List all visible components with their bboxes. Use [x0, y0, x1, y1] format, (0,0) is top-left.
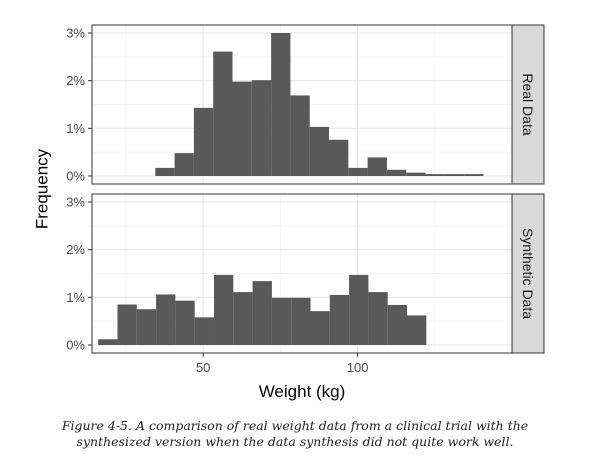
histogram-bar — [174, 153, 194, 176]
histogram-bar — [271, 33, 291, 176]
panel-synthetic-data: 0% 1% 2% 3% Synthetic Data — [66, 193, 545, 354]
y-axis-title: Frequency — [33, 148, 52, 229]
faceted-histogram: 0% 1% 2% 3% Real Data 0% 1% 2% 3% Synthetic Data 5… — [33, 24, 545, 401]
histogram-bar — [136, 309, 157, 345]
facet-strip — [511, 193, 545, 354]
x-tick-label: 100 — [347, 360, 369, 375]
y-tick-label: 2% — [66, 242, 85, 257]
histogram-bar — [349, 274, 369, 345]
histogram-bar — [193, 107, 214, 176]
histogram-bar — [329, 294, 350, 345]
histogram-bar — [156, 294, 176, 345]
y-tick-label: 0% — [66, 169, 85, 184]
histogram-bar — [194, 317, 214, 345]
histogram-bar — [386, 169, 407, 176]
histogram-bar — [213, 51, 233, 177]
x-axis-title: Weight (kg) — [259, 382, 346, 401]
y-tick-label: 3% — [66, 26, 85, 41]
y-tick-label: 1% — [66, 121, 85, 136]
histogram-bar — [213, 274, 234, 345]
figure-caption: Figure 4-5. A comparison of real weight … — [0, 418, 590, 450]
caption-line-2: synthesized version when the data synthe… — [76, 434, 514, 449]
y-tick-label: 0% — [66, 338, 85, 353]
y-tick-label: 1% — [66, 290, 85, 305]
y-tick-label: 3% — [66, 195, 85, 210]
histogram-bar — [310, 311, 330, 345]
histogram-bar — [348, 167, 368, 176]
histogram-bar — [309, 126, 330, 176]
histogram-bar — [367, 157, 387, 176]
histogram-bar — [291, 297, 311, 345]
histogram-bar — [425, 174, 445, 176]
histogram-bar — [407, 315, 427, 345]
histogram-bar — [444, 174, 465, 176]
histogram-bar — [464, 174, 484, 176]
y-tick-label: 2% — [66, 73, 85, 88]
histogram-bar — [251, 80, 272, 176]
histogram-bar — [252, 281, 272, 345]
histogram-bar — [232, 81, 252, 176]
facet-strip — [511, 24, 545, 185]
facet-strip-label: Synthetic Data — [520, 228, 536, 319]
facet-strip-label: Real Data — [520, 73, 536, 135]
histogram-bar — [368, 292, 388, 345]
histogram-bar — [271, 297, 292, 345]
histogram-bar — [387, 304, 407, 345]
histogram-bar — [98, 339, 118, 345]
caption-line-1: Figure 4-5. A comparison of real weight … — [61, 418, 529, 433]
histogram-bar — [290, 95, 310, 176]
x-tick-label: 50 — [196, 360, 210, 375]
histogram-bar — [175, 300, 195, 345]
histogram-bar — [233, 292, 253, 345]
histogram-bar — [329, 139, 349, 176]
histogram-bar — [117, 304, 137, 345]
histogram-bar — [155, 167, 175, 176]
panel-real-data: 0% 1% 2% 3% Real Data — [66, 24, 545, 185]
histogram-bar — [406, 172, 426, 176]
